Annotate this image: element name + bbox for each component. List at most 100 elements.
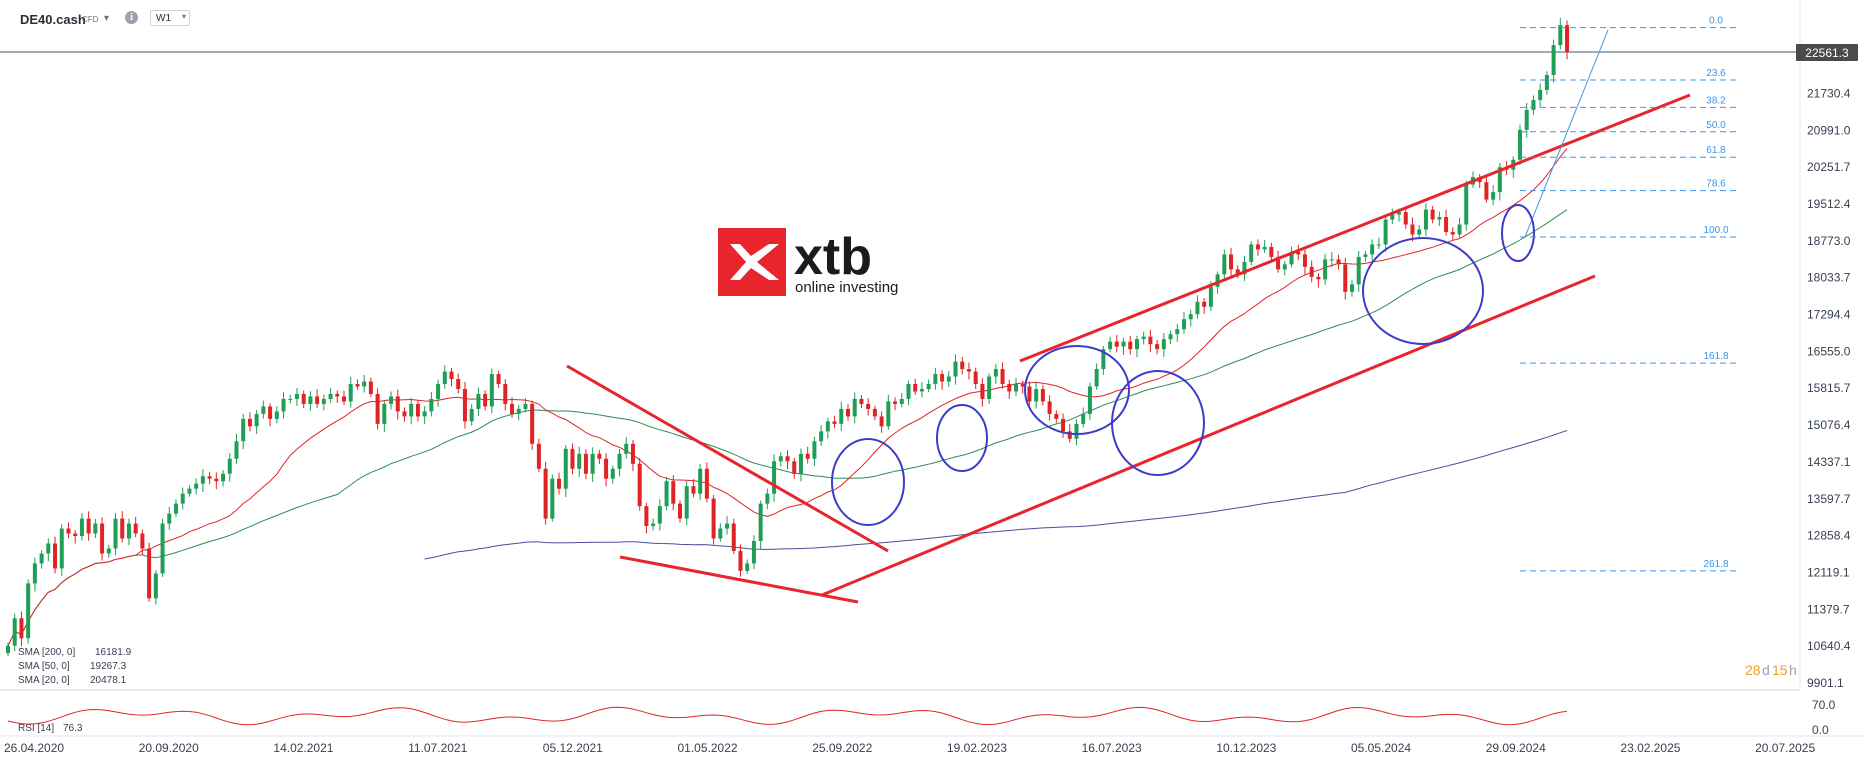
symbol-name[interactable]: DE40.cash xyxy=(20,12,86,27)
candle-body xyxy=(1343,264,1348,292)
sma200-legend-value: 16181.9 xyxy=(95,647,132,658)
candle-body xyxy=(1316,276,1321,280)
rsi-pane: RSI [14] 76.3 70.0 0.0 xyxy=(7,698,1836,737)
candle-body xyxy=(483,393,488,407)
candle-body xyxy=(402,411,407,417)
candle-body xyxy=(1114,341,1119,347)
candle-body xyxy=(120,518,125,539)
candle-body xyxy=(106,548,111,554)
candle-body xyxy=(415,403,420,417)
candle-body xyxy=(1551,45,1556,75)
fib-level-label: 23.6 xyxy=(1706,68,1726,79)
symbol-dropdown-chevron-icon[interactable]: ▾ xyxy=(104,13,110,24)
candle-body xyxy=(1040,388,1045,402)
time-tick-label: 19.02.2023 xyxy=(947,741,1007,755)
candle-body xyxy=(637,463,642,507)
candle-body xyxy=(678,503,682,519)
candle-body xyxy=(993,369,998,377)
candle-body xyxy=(79,518,84,537)
time-tick-label: 16.07.2023 xyxy=(1082,741,1142,755)
candle-body xyxy=(1282,264,1287,270)
candle-body xyxy=(980,384,985,399)
current-price-label: 22561.3 xyxy=(1805,46,1849,60)
candle-body xyxy=(187,488,192,494)
candle-body xyxy=(1195,301,1200,315)
candle-body xyxy=(1249,244,1254,262)
candle-body xyxy=(583,453,588,474)
candle-body xyxy=(819,431,824,442)
candle-body xyxy=(698,468,703,494)
candle-body xyxy=(1074,423,1079,439)
candle-body xyxy=(523,403,528,409)
info-icon[interactable]: i xyxy=(125,11,138,24)
fib-level-label: 161.8 xyxy=(1703,351,1728,362)
candle-body xyxy=(19,618,24,639)
candle-body xyxy=(987,376,992,399)
candle-body xyxy=(73,533,78,537)
timeframe-select[interactable]: W1 xyxy=(150,10,190,26)
candle-body xyxy=(449,371,454,380)
price-tick-label: 21730.4 xyxy=(1807,86,1851,100)
timeframe-chevron-icon[interactable]: ▾ xyxy=(182,12,187,21)
highlight-circle xyxy=(1362,237,1484,345)
candle-body xyxy=(46,543,51,554)
price-axis[interactable]: 21730.4 20991.0 20251.7 19512.4 18773.0 18033… xyxy=(1807,86,1851,690)
candle-body xyxy=(1484,182,1489,200)
candle-body xyxy=(597,453,602,459)
countdown-hours-unit: h xyxy=(1789,662,1797,678)
candle-body xyxy=(174,503,178,514)
highlight-circle xyxy=(1111,370,1205,476)
candle-body xyxy=(530,403,535,444)
channel-lower-trendline xyxy=(821,274,1596,597)
candle-body xyxy=(133,523,138,534)
time-axis[interactable]: 26.04.2020 20.09.2020 14.02.2021 11.07.2021… xyxy=(4,741,1815,755)
candle-body xyxy=(389,396,394,404)
candle-body xyxy=(846,408,850,417)
candle-body xyxy=(469,408,474,422)
candle-body xyxy=(147,548,152,599)
time-tick-label: 20.07.2025 xyxy=(1755,741,1815,755)
rsi-line xyxy=(7,706,1568,726)
price-tick-label: 13597.7 xyxy=(1807,492,1851,506)
candle-body xyxy=(194,483,199,489)
candle-body xyxy=(281,398,286,412)
candle-body xyxy=(785,456,790,462)
price-tick-label: 20991.0 xyxy=(1807,123,1851,137)
candle-body xyxy=(1242,261,1247,275)
price-tick-label: 11379.7 xyxy=(1807,602,1850,616)
candle-body xyxy=(429,398,434,412)
candle-body xyxy=(59,528,64,569)
candle-body xyxy=(866,403,871,409)
wedge-upper-trendline xyxy=(566,364,889,553)
price-tick-label: 18033.7 xyxy=(1807,271,1851,285)
candle-body xyxy=(1450,231,1455,235)
candle-body xyxy=(86,518,91,534)
candle-body xyxy=(1161,339,1166,350)
candle-body xyxy=(899,398,904,404)
candle-body xyxy=(973,371,978,385)
candle-body xyxy=(644,506,649,527)
candle-body xyxy=(893,401,898,404)
candle-body xyxy=(241,418,246,442)
price-tick-label: 10640.4 xyxy=(1807,639,1851,653)
highlight-circle xyxy=(1024,345,1130,435)
candle-body xyxy=(227,458,232,474)
candle-body xyxy=(1128,341,1133,350)
candle-body xyxy=(315,396,320,404)
fib-level-label: 100.0 xyxy=(1703,225,1728,236)
candle-body xyxy=(167,513,172,524)
candle-body xyxy=(684,486,689,519)
candle-body xyxy=(1538,89,1543,100)
time-tick-label: 11.07.2021 xyxy=(408,741,467,755)
countdown-hours: 15 xyxy=(1772,662,1788,678)
candle-body xyxy=(1276,256,1281,270)
candle-body xyxy=(12,618,17,646)
candle-body xyxy=(792,461,797,474)
fib-level-label: 50.0 xyxy=(1706,120,1726,131)
candle-body xyxy=(1390,214,1395,220)
candle-body xyxy=(852,398,857,417)
time-tick-label: 26.04.2020 xyxy=(4,741,64,755)
fib-level-label: 0.0 xyxy=(1709,16,1723,27)
candle-body xyxy=(422,411,427,417)
